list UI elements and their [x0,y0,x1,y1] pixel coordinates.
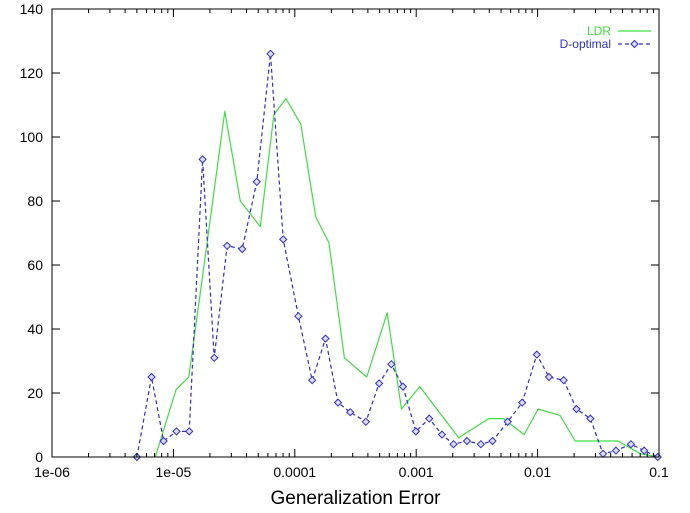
d-optimal-point [307,375,317,385]
d-optimal-point [398,382,408,391]
d-optimal-point [503,417,512,427]
d-optimal-series-line [136,53,659,458]
x-tick-label: 0.001 [399,464,434,480]
tick-marks [51,8,660,458]
d-optimal-point [517,398,527,407]
d-optimal-point [387,359,396,369]
d-optimal-point [437,430,447,439]
y-tick-label: 120 [20,65,44,81]
d-optimal-point [333,398,343,407]
d-optimal-point [159,436,168,446]
legend-label-ldr: LDR [587,24,611,38]
d-optimal-point [532,350,542,359]
d-optimal-point [476,439,486,449]
d-optimal-point [198,155,207,164]
d-optimal-point [345,407,355,417]
d-optimal-point [449,439,458,449]
y-tick-label: 40 [27,321,43,337]
y-tick-label: 20 [27,385,43,401]
d-optimal-point [238,244,247,254]
legend-marker-d-optimal [630,39,639,49]
d-optimal-point [586,414,595,423]
d-optimal-point [321,334,330,343]
d-optimal-point [411,427,421,436]
series-layer [132,49,662,462]
d-optimal-point [611,446,621,455]
x-tick-label: 1e-05 [155,464,191,480]
d-optimal-point [374,379,384,388]
d-optimal-point [185,427,194,436]
y-tick-label: 60 [27,257,43,273]
d-optimal-point [425,414,434,423]
x-tick-label: 1e-06 [34,464,70,480]
y-tick-label: 100 [20,129,44,145]
d-optimal-point [147,372,156,382]
x-tick-label: 0.1 [649,464,669,480]
x-tick-label: 0.01 [524,464,551,480]
d-optimal-point [210,353,219,363]
d-optimal-point [626,439,636,449]
y-tick-label: 140 [20,1,44,17]
d-optimal-point [252,177,261,187]
d-optimal-point [222,241,232,251]
plot-frame [51,8,660,458]
d-optimal-point [361,417,371,427]
d-optimal-point [559,375,568,385]
d-optimal-point [294,311,303,321]
x-tick-label: 0.0001 [273,464,316,480]
d-optimal-point [266,49,275,59]
d-optimal-point [279,235,288,244]
y-tick-label: 80 [27,193,43,209]
y-tick-label: 0 [35,449,43,465]
d-optimal-point [172,427,181,436]
x-axis-title: Generalization Error [270,488,441,509]
legend-label-d-optimal: D-optimal [560,37,611,51]
d-optimal-point [488,436,497,446]
d-optimal-point [462,436,472,446]
d-optimal-point [572,404,581,414]
d-optimal-point [639,446,649,455]
tick-labels: 0 20 40 60 80 100 120 140 1e-06 1e-05 0.0001 0.001 0… [20,1,669,480]
ldr-series-line [154,97,660,458]
d-optimal-point [544,372,554,382]
